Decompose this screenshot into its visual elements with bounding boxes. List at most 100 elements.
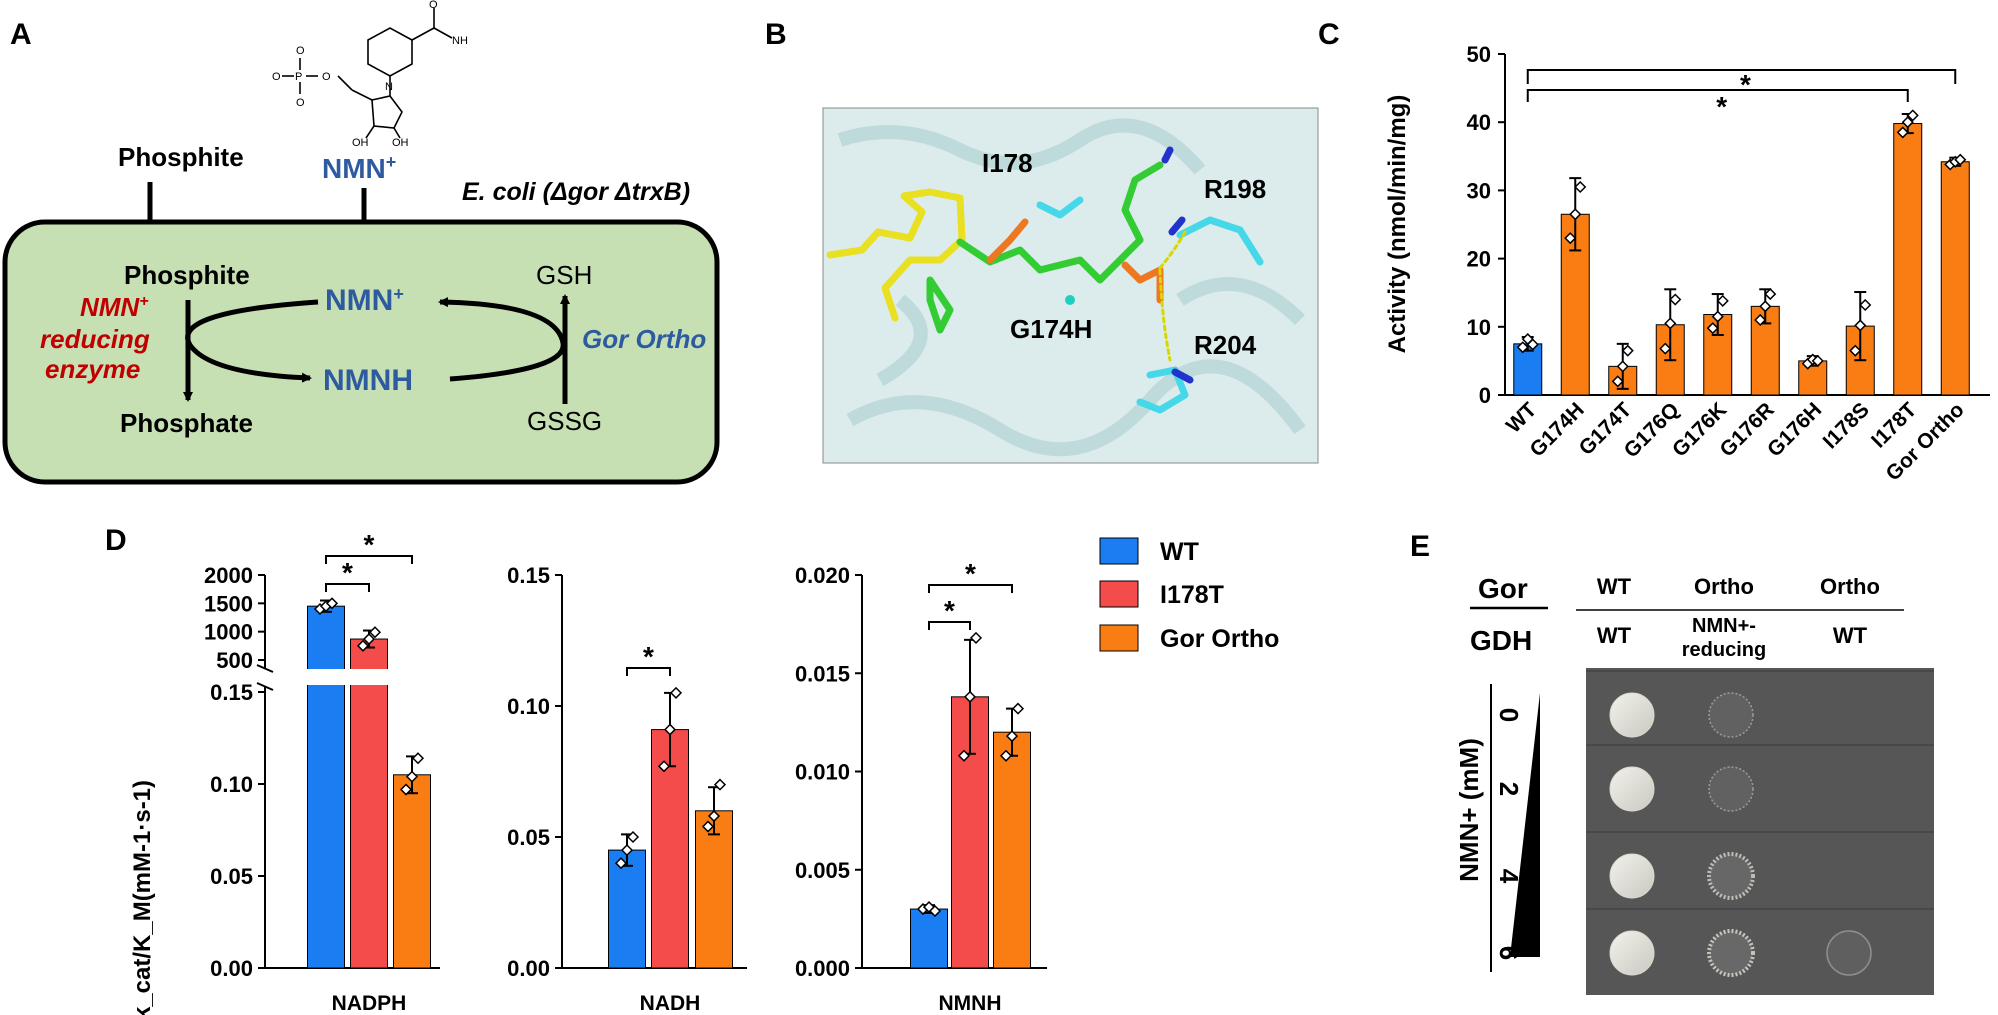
- panel-e-ylabel: NMN+ (mM): [1454, 738, 1484, 882]
- nadph-ytick-label: 1000: [204, 620, 253, 645]
- colony-spot: [1707, 852, 1755, 900]
- panel-c-ylabel: Activity (nmol/min/mg): [1384, 95, 1411, 354]
- nadh-sig-bracket-1: [626, 667, 671, 676]
- nadh-data-point: [657, 760, 671, 773]
- nadph-bar: [307, 605, 345, 969]
- panel-d-ylabel: k_cat/K_M(mM-1·s-1): [129, 780, 156, 1015]
- panel-b-letter: B: [765, 18, 787, 51]
- nadh-ytick-label: 0.10: [507, 694, 550, 719]
- c-ytick-label: 40: [1467, 110, 1491, 135]
- c-ytick-label: 10: [1467, 315, 1491, 340]
- gdh-row-label: GDH: [1470, 625, 1532, 656]
- cell-box: [2, 219, 720, 485]
- gor-ortho-label: Gor Ortho: [582, 324, 706, 354]
- nmnh-ytick-label: 0.005: [795, 858, 850, 883]
- phosphate-inner: Phosphate: [120, 408, 253, 438]
- c-bar: [1893, 123, 1923, 396]
- nmnh-data-point: [1011, 702, 1025, 715]
- nmnh-data-point: [1005, 730, 1019, 743]
- c-sig-bracket-1: [1526, 69, 1957, 84]
- panel-d: D k_cat/K_M(mM-1·s-1) 500 1000 1500 2000 0.0…: [105, 524, 1047, 1015]
- c-data-point: [1764, 288, 1777, 301]
- nadph-data-point: [362, 632, 376, 646]
- c-data-point: [1526, 338, 1539, 351]
- nadph-data-point: [405, 770, 419, 783]
- residue-label-i178: I178: [982, 148, 1033, 178]
- c-data-point: [1611, 375, 1624, 388]
- ecoli-strain-label: E. coli (Δgor ΔtrxB): [462, 178, 690, 206]
- concentration-label: 0: [1494, 708, 1524, 722]
- c-ytick-label: 20: [1467, 247, 1491, 272]
- c-data-point: [1859, 298, 1872, 312]
- nmnh-data-point: [928, 904, 942, 918]
- legend-swatch-gor-ortho: [1099, 624, 1139, 652]
- nadph-ytick-label: 0.05: [210, 864, 253, 889]
- c-data-point: [1901, 116, 1914, 129]
- nmnh-data-point: [957, 749, 971, 762]
- c-data-point: [1759, 300, 1772, 313]
- colony-spot: [1708, 692, 1754, 738]
- gor-value-3: Ortho: [1820, 574, 1880, 599]
- panel-d-letter: D: [105, 524, 127, 557]
- panel-a: A O O O P O O N NH OH: [2, 0, 720, 485]
- nmn-top: NMN+: [322, 152, 396, 184]
- nadh-data-point: [663, 723, 677, 736]
- nmnh-sig-bracket-1-star: *: [944, 595, 955, 626]
- phosphite-top: Phosphite: [118, 142, 244, 172]
- gsh-label: GSH: [536, 260, 592, 290]
- nadh-data-point: [620, 844, 634, 857]
- atom-label: P: [295, 71, 302, 83]
- c-data-point: [1711, 310, 1724, 323]
- svg-text:NMN+: NMN+: [80, 292, 149, 322]
- atom-label: OH: [352, 137, 369, 149]
- nmnh-bar: [993, 731, 1031, 969]
- nadh-ytick-label: 0.00: [507, 956, 550, 981]
- ligand-sticks: [826, 146, 1264, 414]
- nmn-inner: NMN+: [325, 284, 404, 317]
- c-ytick-label: 0: [1479, 383, 1491, 408]
- c-data-point: [1754, 313, 1767, 327]
- nadph-ytick-label: 2000: [204, 563, 253, 588]
- nmnh-sig-bracket-2: [928, 584, 1013, 593]
- protein-ribbon: [837, 118, 1306, 457]
- colony-spot: [1708, 766, 1754, 812]
- legend-swatch-i178t: [1099, 580, 1139, 608]
- nadh-data-point: [713, 778, 727, 791]
- nmnh-data-point: [969, 631, 983, 644]
- panel-e-letter: E: [1410, 530, 1430, 563]
- legend-label-wt: WT: [1160, 538, 1199, 566]
- c-data-point: [1854, 319, 1867, 332]
- legend-swatch-wt: [1099, 537, 1139, 565]
- phosphite-inner: Phosphite: [124, 260, 250, 290]
- colony-spot: [1609, 853, 1655, 899]
- nmnh-data-point: [963, 690, 977, 703]
- residue-label-g174h: G174H: [1010, 314, 1092, 344]
- nadph-data-point: [411, 752, 425, 765]
- c-bar: [1940, 161, 1970, 396]
- colony-spot: [1826, 930, 1872, 976]
- nadph-data-point: [325, 597, 339, 610]
- panel-e: E Gor GDH WT Ortho Ortho WT NMN+- reduci…: [1410, 530, 1934, 995]
- atom-label: OH: [392, 137, 409, 149]
- c-ytick-label: 30: [1467, 178, 1491, 203]
- panel-b: B I178 R198 G174H R204: [765, 18, 1319, 464]
- concentration-label: 6: [1494, 946, 1524, 960]
- c-category-label: I178S: [1819, 398, 1874, 453]
- panel-c-letter: C: [1318, 18, 1340, 51]
- nmnh-ytick-label: 0.010: [795, 760, 850, 785]
- atom-label: O: [322, 71, 331, 83]
- nadph-bar-break-gap: [348, 669, 390, 685]
- gssg-label: GSSG: [527, 406, 602, 436]
- nadph-ytick-label: 0.00: [210, 956, 253, 981]
- nmnh-data-point: [999, 749, 1013, 762]
- nadph-bar-break-gap: [305, 669, 347, 685]
- concentration-gradient-wedge: [1510, 693, 1540, 957]
- nadph-bar: [350, 638, 388, 969]
- c-data-point: [1811, 354, 1824, 367]
- colony-spot: [1609, 692, 1655, 738]
- c-data-point: [1616, 360, 1629, 373]
- nadph-data-point: [356, 639, 370, 652]
- c-data-point: [1516, 341, 1529, 354]
- nmnh-sig-bracket-2-star: *: [965, 558, 976, 589]
- nadh-data-point: [669, 686, 683, 699]
